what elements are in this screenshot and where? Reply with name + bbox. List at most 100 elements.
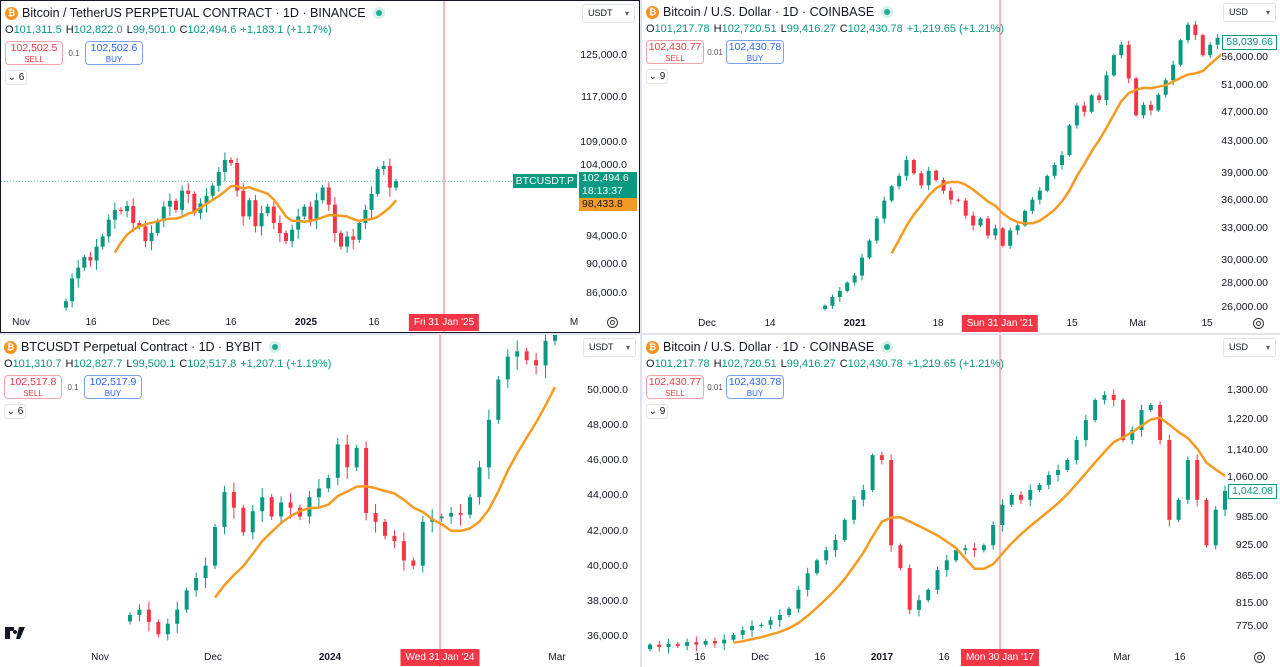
candle xyxy=(675,642,680,649)
indicators-collapse-button[interactable]: ⌄ 6 xyxy=(4,404,26,419)
candle-body xyxy=(833,539,838,551)
candle-body xyxy=(420,521,425,566)
candle xyxy=(271,201,276,230)
candle xyxy=(1074,436,1079,465)
moving-average-price-tag: 98,433.8 xyxy=(579,198,637,212)
buy-button[interactable]: 102,430.78 BUY xyxy=(726,375,784,399)
candle xyxy=(186,183,191,204)
candle xyxy=(796,586,801,614)
currency-dropdown[interactable]: USD ▾ xyxy=(1223,3,1276,22)
buy-button[interactable]: 102,517.9 BUY xyxy=(84,375,142,399)
candle-body xyxy=(119,209,123,212)
price-chart xyxy=(1,1,521,332)
sell-button[interactable]: 102,502.5 SELL xyxy=(5,41,63,65)
symbol-row: ₿ Bitcoin / U.S. Dollar · 1D · COINBASE xyxy=(646,4,1004,20)
symbol-title[interactable]: Bitcoin / TetherUS PERPETUAL CONTRACT · … xyxy=(22,6,366,20)
candle-body xyxy=(1067,125,1072,156)
candle xyxy=(184,587,189,613)
candle xyxy=(149,225,154,251)
buy-price: 102,502.6 xyxy=(90,42,138,54)
candle xyxy=(926,587,931,603)
sell-button[interactable]: 102,430.77 SELL xyxy=(646,40,704,64)
candle-body xyxy=(345,236,350,247)
candle xyxy=(935,566,940,595)
candle xyxy=(369,186,374,220)
indicators-collapse-button[interactable]: ⌄ 9 xyxy=(646,404,668,419)
candle-body xyxy=(387,165,392,188)
candle xyxy=(1215,33,1220,50)
symbol-title[interactable]: Bitcoin / U.S. Dollar · 1D · COINBASE xyxy=(663,340,875,354)
currency-value: USDT xyxy=(588,8,613,18)
candle-body xyxy=(1037,484,1042,491)
candle xyxy=(137,604,142,622)
buy-label: BUY xyxy=(746,54,764,63)
candle-body xyxy=(411,560,416,566)
candle-body xyxy=(1009,494,1014,505)
candle xyxy=(241,504,246,536)
candle xyxy=(1074,102,1079,129)
sell-button[interactable]: 102,430.77 SELL xyxy=(646,375,704,399)
symbol-title[interactable]: Bitcoin / U.S. Dollar · 1D · COINBASE xyxy=(663,5,875,19)
candle-body xyxy=(867,240,872,258)
currency-dropdown[interactable]: USD ▾ xyxy=(1223,338,1276,357)
indicators-collapse-button[interactable]: ⌄ 9 xyxy=(646,69,668,84)
candle-body xyxy=(383,521,387,536)
indicators-collapse-button[interactable]: ⌄ 6 xyxy=(5,70,27,85)
candle xyxy=(1139,404,1144,437)
candle xyxy=(1082,101,1087,117)
chart-panel-bybit[interactable]: 50,000.0 48,000.0 46,000.0 44,000.0 42,000.0… xyxy=(0,335,640,667)
candle xyxy=(1185,456,1190,505)
candle-body xyxy=(106,219,111,237)
chart-panel-binance[interactable]: BTCUSDT.P 102,494.6 18:13:37 98,433.8 125,00… xyxy=(0,0,640,333)
ohlc-value-o: 101,217.78 xyxy=(654,358,710,370)
bitcoin-icon: ₿ xyxy=(646,5,659,19)
candle-body xyxy=(1074,440,1079,461)
candle xyxy=(907,564,912,615)
candle xyxy=(1046,471,1051,490)
ohlc-label-l: L xyxy=(126,24,133,36)
candle xyxy=(125,200,130,218)
crosshair-date-label: Fri 31 Jan '25 xyxy=(408,314,480,331)
candle xyxy=(94,239,99,270)
candle xyxy=(1176,497,1181,523)
candle-body xyxy=(363,209,368,223)
price-axis-label: 36,000.00 xyxy=(1221,193,1268,206)
candle-body xyxy=(845,282,850,291)
settings-gear-icon[interactable] xyxy=(607,317,618,328)
sell-button[interactable]: 102,517.8 SELL xyxy=(4,375,62,399)
candle-body xyxy=(1213,509,1218,546)
ohlc-value-c: 102,517.8 xyxy=(187,358,237,370)
price-change: +1,207.1 (+1.19%) xyxy=(240,358,332,370)
candle-body xyxy=(449,513,454,517)
ohlc-label-c: C xyxy=(839,358,848,370)
settings-gear-icon[interactable] xyxy=(1253,318,1264,329)
price-axis-label: 28,000.00 xyxy=(1221,276,1268,289)
price-axis-label: 43,000.00 xyxy=(1221,135,1268,148)
currency-dropdown[interactable]: USDT ▾ xyxy=(582,4,635,23)
price-axis-label: 985.00 xyxy=(1235,510,1268,523)
price-axis-label: 46,000.0 xyxy=(587,454,628,467)
candle xyxy=(269,494,274,521)
chart-legend: ₿ BTCUSDT Perpetual Contract · 1D · BYBIT… xyxy=(4,339,331,419)
buy-button[interactable]: 102,430.78 BUY xyxy=(726,40,784,64)
candle xyxy=(1167,434,1172,527)
candle-body xyxy=(186,190,191,194)
symbol-title[interactable]: BTCUSDT Perpetual Contract · 1D · BYBIT xyxy=(21,340,262,354)
candle-body xyxy=(874,218,879,241)
candle xyxy=(326,474,331,493)
candle xyxy=(1015,221,1020,236)
buy-button[interactable]: 102,502.6 BUY xyxy=(85,41,143,65)
price-axis-label: 1,060.00 xyxy=(1227,470,1268,483)
ohlc-label-l: L xyxy=(780,23,787,35)
currency-dropdown[interactable]: USDT ▾ xyxy=(583,338,636,357)
candle xyxy=(867,239,872,260)
candle xyxy=(1045,174,1050,193)
chart-panel-coinbase-2017[interactable]: 1,042.08 1,300.00 1,220.00 1,140.00 1,060.00… xyxy=(642,335,1280,667)
ohlc-value-l: 99,501.0 xyxy=(132,24,176,36)
settings-gear-icon[interactable] xyxy=(1254,652,1265,663)
candle xyxy=(1065,458,1070,473)
candle xyxy=(345,231,350,253)
candle xyxy=(904,156,909,181)
candle xyxy=(381,160,386,176)
chart-panel-coinbase-2021[interactable]: 58,039.66 56,000.00 51,000.00 47,000.00 43,0… xyxy=(642,0,1280,333)
